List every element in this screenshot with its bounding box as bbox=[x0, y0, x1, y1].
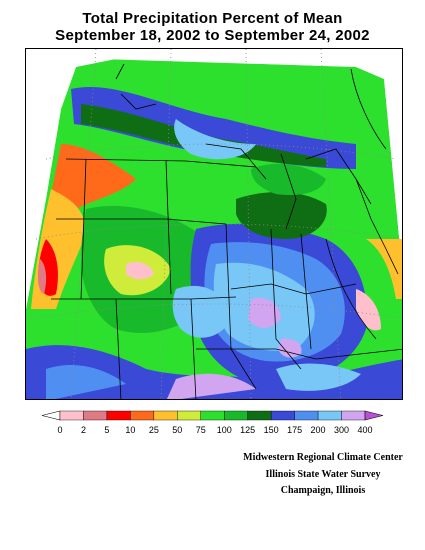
contour-east-lavender-1 bbox=[248, 297, 281, 328]
map-title-line1: Total Precipitation Percent of Mean bbox=[82, 10, 343, 27]
credit-line3: Champaign, Illinois bbox=[280, 485, 366, 496]
legend-tick-label: 150 bbox=[264, 425, 279, 435]
precipitation-map-graphic bbox=[26, 49, 402, 399]
legend-swatch bbox=[317, 410, 342, 421]
legend-cap-low bbox=[41, 410, 61, 421]
legend-swatch bbox=[270, 410, 295, 421]
precipitation-map bbox=[25, 48, 403, 400]
legend-swatch bbox=[177, 410, 201, 421]
legend-swatch bbox=[224, 410, 248, 421]
legend-tick-label: 100 bbox=[217, 425, 232, 435]
contour-south-lightblue bbox=[276, 363, 361, 391]
legend-swatch bbox=[341, 410, 366, 421]
legend-tick-label: 2 bbox=[81, 425, 86, 435]
contour-east-edge-pink bbox=[356, 289, 381, 331]
contour-west-pink bbox=[37, 259, 47, 294]
legend-tick-label: 125 bbox=[240, 425, 255, 435]
legend-tick-label: 300 bbox=[334, 425, 349, 435]
legend-tick-label: 175 bbox=[287, 425, 302, 435]
legend-swatch bbox=[59, 410, 84, 421]
credit-line1: Midwestern Regional Climate Center bbox=[243, 452, 403, 463]
legend-swatch bbox=[247, 410, 272, 421]
contour-central-pink bbox=[126, 262, 154, 280]
contour-west-orange bbox=[36, 144, 136, 279]
contour-north-lightblue bbox=[174, 119, 256, 160]
legend-tick-label: 10 bbox=[125, 425, 135, 435]
legend-swatch bbox=[83, 410, 108, 421]
legend-tick-label: 0 bbox=[57, 425, 62, 435]
legend-swatch bbox=[200, 410, 225, 421]
legend-swatch bbox=[153, 410, 178, 421]
legend-graphic: 0 2 5 10 25 50 75 100 125 150 175 200 300 400 bbox=[41, 410, 384, 435]
legend-swatch bbox=[130, 410, 155, 421]
legend-tick-label: 400 bbox=[357, 425, 372, 435]
legend-tick-label: 50 bbox=[172, 425, 182, 435]
legend-tick-label: 25 bbox=[149, 425, 159, 435]
contour-east-lavender-2 bbox=[278, 338, 302, 358]
state-boundaries bbox=[51, 63, 402, 399]
color-legend: 0 2 5 10 25 50 75 100 125 150 175 200 300 400 bbox=[0, 405, 425, 445]
contour-east-edge-yellow bbox=[366, 239, 402, 299]
no-data-region bbox=[26, 49, 402, 309]
contour-lakes-green bbox=[251, 163, 326, 196]
legend-tick-label: 75 bbox=[196, 425, 206, 435]
contour-south-lavender bbox=[166, 373, 256, 399]
legend-swatch bbox=[294, 410, 319, 421]
legend-swatch bbox=[106, 410, 131, 421]
contour-south-midblue bbox=[46, 364, 126, 399]
legend-cap-high bbox=[364, 410, 384, 421]
legend-tick-label: 5 bbox=[104, 425, 109, 435]
legend-tick-label: 200 bbox=[311, 425, 326, 435]
credit-line2: Illinois State Water Survey bbox=[265, 469, 381, 480]
map-title-line2: September 18, 2002 to September 24, 2002 bbox=[55, 27, 370, 44]
